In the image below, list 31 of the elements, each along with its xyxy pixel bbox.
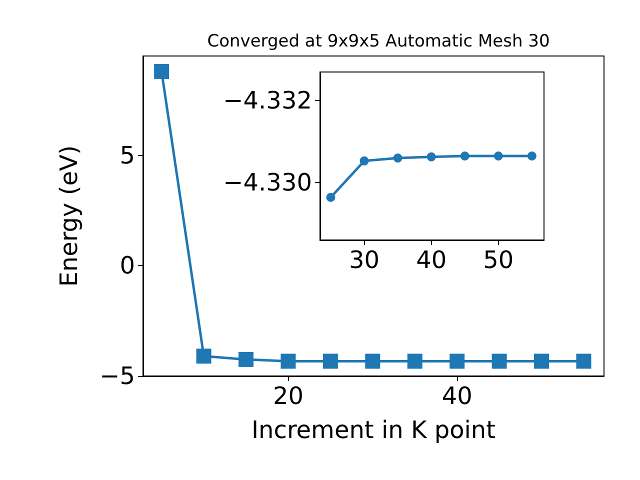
point [450, 354, 465, 369]
point [322, 354, 338, 369]
point [460, 152, 470, 160]
x-tick-label: 20 [272, 382, 304, 410]
y-tick-label: −5 [100, 362, 135, 390]
y-tick-label: −4.330 [223, 168, 312, 197]
x-tick-label: 40 [442, 382, 472, 410]
y-axis-title: Energy (eV) [55, 145, 83, 287]
point [492, 354, 507, 369]
point [534, 354, 550, 369]
point [326, 192, 336, 202]
point [196, 348, 212, 364]
point [360, 156, 369, 166]
x-tick-label: 50 [483, 246, 514, 274]
point [238, 352, 254, 367]
point [576, 354, 592, 369]
x-tick-label: 40 [416, 246, 447, 274]
point [494, 152, 503, 160]
point [280, 354, 296, 369]
point [365, 354, 380, 369]
y-tick-label: 5 [120, 141, 135, 170]
point [393, 154, 402, 163]
point [407, 354, 422, 369]
chart-title: Converged at 9x9x5 Automatic Mesh 30 [207, 32, 550, 52]
x-axis-title: Increment in K point [251, 416, 496, 444]
x-tick-label: 30 [348, 246, 380, 274]
point [426, 152, 436, 162]
point [154, 64, 170, 79]
y-tick-label: 0 [120, 252, 135, 280]
point [527, 152, 536, 160]
y-tick-label: −4.332 [223, 86, 312, 115]
